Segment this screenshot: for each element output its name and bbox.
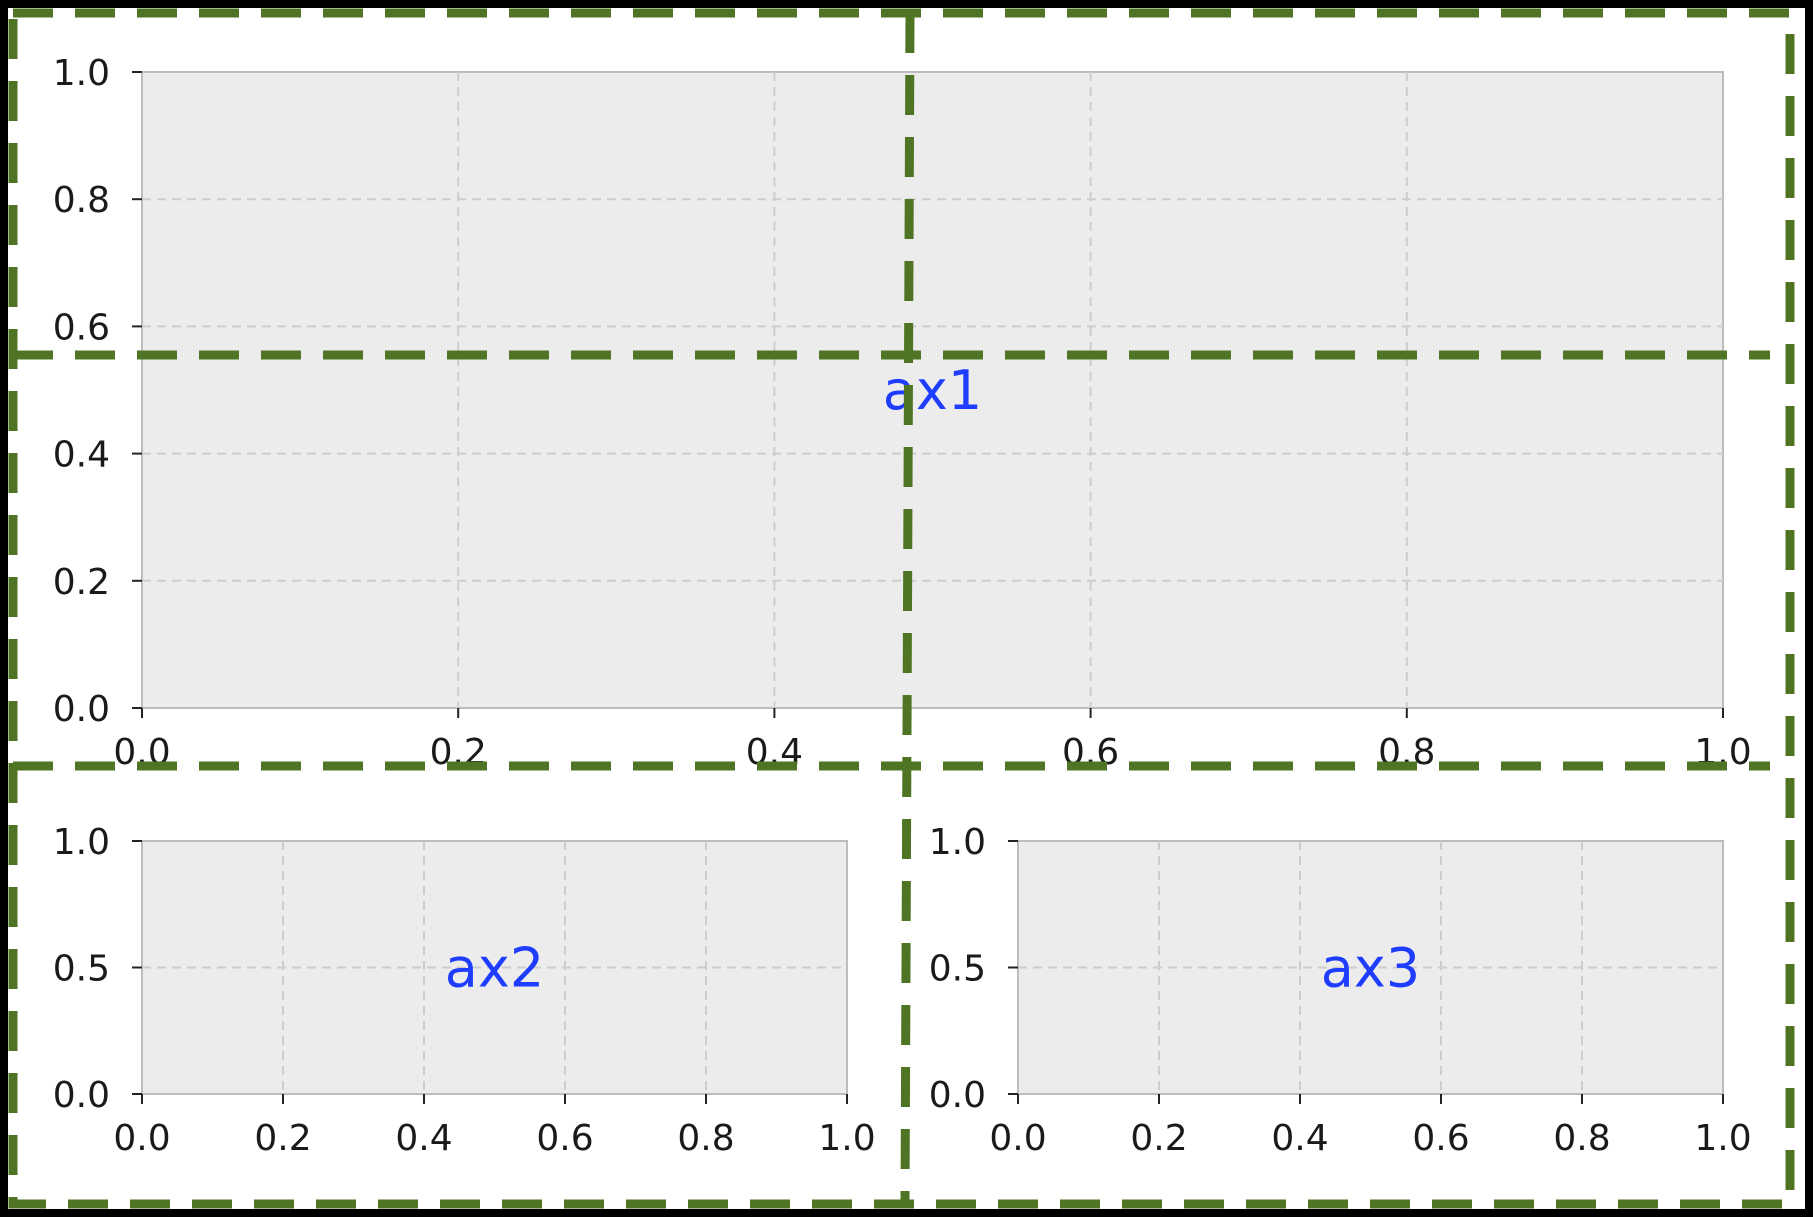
ax2-x-tick-label: 0.8 <box>677 1118 734 1159</box>
ax3-y-tick-label: 0.0 <box>929 1075 986 1116</box>
ax1-plot-area <box>141 71 1724 709</box>
ax3-y-tick-label: 1.0 <box>929 822 986 863</box>
layout-guide-vertical <box>900 12 915 1205</box>
ax3-x-tick-label: 0.2 <box>1130 1118 1187 1159</box>
ax2-x-tick-label: 0.4 <box>395 1118 452 1159</box>
ax3-x-tick-label: 0.0 <box>989 1118 1046 1159</box>
layout-guides <box>8 8 1795 1209</box>
axes-layer: 0.0 0.2 0.4 0.6 0.8 1.0 0.0 0.2 0.4 0.6 0.8 1.0 ax1 0… <box>53 53 1752 1159</box>
ax3-x-tick-label: 0.8 <box>1553 1118 1610 1159</box>
ax1-y-tick-label: 0.2 <box>53 562 110 603</box>
ax2-x-tick-label: 1.0 <box>818 1118 875 1159</box>
ax2-x-tick-label: 0.6 <box>536 1118 593 1159</box>
ax1-y-tick-label: 0.4 <box>53 435 110 476</box>
ax2-x-tick-label: 0.2 <box>254 1118 311 1159</box>
ax3-x-tick-label: 1.0 <box>1694 1118 1751 1159</box>
ax1-y-tick-label: 1.0 <box>53 53 110 94</box>
ax2-y-tick-label: 1.0 <box>53 822 110 863</box>
ax3-x-tick-label: 0.4 <box>1271 1118 1328 1159</box>
ax1-y-tick-label: 0.8 <box>53 180 110 221</box>
ax3-label: ax3 <box>1321 937 1420 1000</box>
axes-ax3: 0.0 0.2 0.4 0.6 0.8 1.0 0.0 0.5 1.0 ax3 <box>929 822 1752 1159</box>
ax1-label: ax1 <box>883 359 982 422</box>
ax2-y-tick-label: 0.5 <box>53 949 110 990</box>
ax2-y-tick-label: 0.0 <box>53 1075 110 1116</box>
ax2-label: ax2 <box>445 937 544 1000</box>
axes-ax2: 0.0 0.2 0.4 0.6 0.8 1.0 0.0 0.5 1.0 ax2 <box>53 822 876 1159</box>
ax3-x-tick-label: 0.6 <box>1412 1118 1469 1159</box>
ax1-y-tick-label: 0.6 <box>53 307 110 348</box>
ax1-y-tick-label: 0.0 <box>53 689 110 730</box>
layout-guide-outer <box>8 8 1795 1209</box>
ax2-x-tick-label: 0.0 <box>113 1118 170 1159</box>
ax3-y-tick-label: 0.5 <box>929 949 986 990</box>
